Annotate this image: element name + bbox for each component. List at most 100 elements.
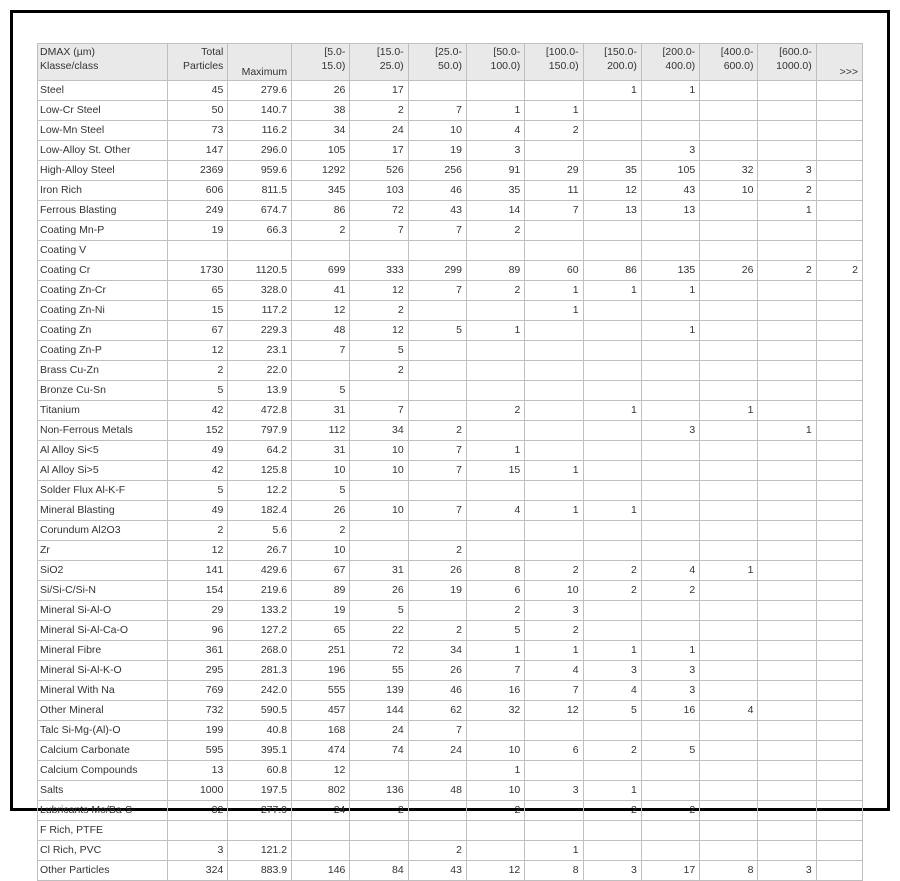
cell-bin: 1 bbox=[466, 641, 524, 661]
cell-bin bbox=[758, 481, 816, 501]
cell-total: 295 bbox=[167, 661, 228, 681]
cell-bin bbox=[816, 741, 862, 761]
table-row: Zr1226.7102 bbox=[38, 541, 863, 561]
cell-bin: 2 bbox=[583, 741, 641, 761]
cell-class: Coating Zn-P bbox=[38, 341, 168, 361]
cell-bin bbox=[583, 721, 641, 741]
cell-bin bbox=[408, 481, 466, 501]
cell-bin bbox=[583, 441, 641, 461]
cell-bin: 1 bbox=[758, 201, 816, 221]
cell-bin bbox=[700, 321, 758, 341]
table-row: Titanium42472.8317211 bbox=[38, 401, 863, 421]
cell-bin: 105 bbox=[292, 141, 350, 161]
cell-bin: 1 bbox=[700, 401, 758, 421]
cell-bin: 2 bbox=[466, 401, 524, 421]
cell-bin: 2 bbox=[466, 801, 524, 821]
cell-bin: 457 bbox=[292, 701, 350, 721]
cell-bin bbox=[816, 201, 862, 221]
col-header-more: >>> bbox=[816, 44, 862, 81]
table-row: Calcium Carbonate595395.1474742410625 bbox=[38, 741, 863, 761]
cell-bin bbox=[525, 421, 583, 441]
cell-bin: 1 bbox=[525, 101, 583, 121]
cell-bin: 24 bbox=[292, 801, 350, 821]
table-row: Calcium Compounds1360.8121 bbox=[38, 761, 863, 781]
cell-class: Zr bbox=[38, 541, 168, 561]
cell-bin: 16 bbox=[466, 681, 524, 701]
table-row: Steel45279.6261711 bbox=[38, 81, 863, 101]
cell-bin: 1 bbox=[583, 401, 641, 421]
cell-max: 116.2 bbox=[228, 121, 292, 141]
cell-total: 15 bbox=[167, 301, 228, 321]
cell-bin bbox=[466, 421, 524, 441]
cell-bin: 7 bbox=[350, 221, 408, 241]
cell-bin: 2 bbox=[525, 561, 583, 581]
cell-bin bbox=[525, 221, 583, 241]
cell-bin: 1 bbox=[525, 281, 583, 301]
cell-bin: 12 bbox=[583, 181, 641, 201]
cell-bin bbox=[466, 81, 524, 101]
table-row: Coating V bbox=[38, 241, 863, 261]
table-row: Ferrous Blasting249674.786724314713131 bbox=[38, 201, 863, 221]
cell-bin: 41 bbox=[292, 281, 350, 301]
cell-total: 12 bbox=[167, 341, 228, 361]
cell-bin bbox=[525, 761, 583, 781]
cell-class: Other Mineral bbox=[38, 701, 168, 721]
cell-bin: 256 bbox=[408, 161, 466, 181]
cell-bin bbox=[408, 361, 466, 381]
cell-bin bbox=[700, 801, 758, 821]
cell-bin: 8 bbox=[525, 861, 583, 881]
cell-bin: 89 bbox=[466, 261, 524, 281]
cell-bin bbox=[583, 761, 641, 781]
cell-bin: 48 bbox=[292, 321, 350, 341]
cell-bin: 65 bbox=[292, 621, 350, 641]
cell-max: 133.2 bbox=[228, 601, 292, 621]
cell-max: 117.2 bbox=[228, 301, 292, 321]
cell-bin bbox=[408, 301, 466, 321]
cell-bin bbox=[816, 381, 862, 401]
cell-bin bbox=[408, 601, 466, 621]
cell-bin: 2 bbox=[466, 281, 524, 301]
cell-bin: 2 bbox=[583, 801, 641, 821]
cell-bin bbox=[583, 601, 641, 621]
cell-bin: 4 bbox=[466, 501, 524, 521]
cell-bin bbox=[758, 141, 816, 161]
cell-total: 595 bbox=[167, 741, 228, 761]
cell-bin bbox=[641, 761, 699, 781]
cell-bin bbox=[816, 221, 862, 241]
cell-bin bbox=[525, 321, 583, 341]
cell-bin: 60 bbox=[525, 261, 583, 281]
cell-max: 328.0 bbox=[228, 281, 292, 301]
cell-bin: 1 bbox=[466, 761, 524, 781]
cell-bin: 34 bbox=[350, 421, 408, 441]
cell-bin: 7 bbox=[408, 461, 466, 481]
cell-bin bbox=[525, 521, 583, 541]
cell-bin bbox=[292, 821, 350, 841]
cell-bin: 3 bbox=[641, 661, 699, 681]
cell-bin bbox=[583, 421, 641, 441]
cell-bin bbox=[583, 381, 641, 401]
col-header-bin-2: [25.0- 50.0) bbox=[408, 44, 466, 81]
cell-bin: 2 bbox=[408, 621, 466, 641]
cell-bin bbox=[525, 401, 583, 421]
cell-bin: 10 bbox=[700, 181, 758, 201]
cell-bin bbox=[816, 681, 862, 701]
cell-total: 73 bbox=[167, 121, 228, 141]
col-header-total-line2: Particles bbox=[170, 59, 224, 73]
cell-bin: 32 bbox=[466, 701, 524, 721]
cell-bin bbox=[816, 241, 862, 261]
cell-bin bbox=[408, 241, 466, 261]
cell-bin: 3 bbox=[525, 601, 583, 621]
cell-bin: 34 bbox=[292, 121, 350, 141]
cell-bin bbox=[816, 341, 862, 361]
cell-bin: 5 bbox=[641, 741, 699, 761]
cell-max: 219.6 bbox=[228, 581, 292, 601]
cell-bin bbox=[525, 141, 583, 161]
cell-bin bbox=[641, 461, 699, 481]
cell-bin bbox=[641, 441, 699, 461]
cell-bin bbox=[758, 841, 816, 861]
table-row: Coating Zn-Cr65328.0411272111 bbox=[38, 281, 863, 301]
cell-class: Coating Cr bbox=[38, 261, 168, 281]
cell-bin bbox=[466, 521, 524, 541]
table-row: Coating Zn-Ni15117.21221 bbox=[38, 301, 863, 321]
cell-bin bbox=[758, 781, 816, 801]
